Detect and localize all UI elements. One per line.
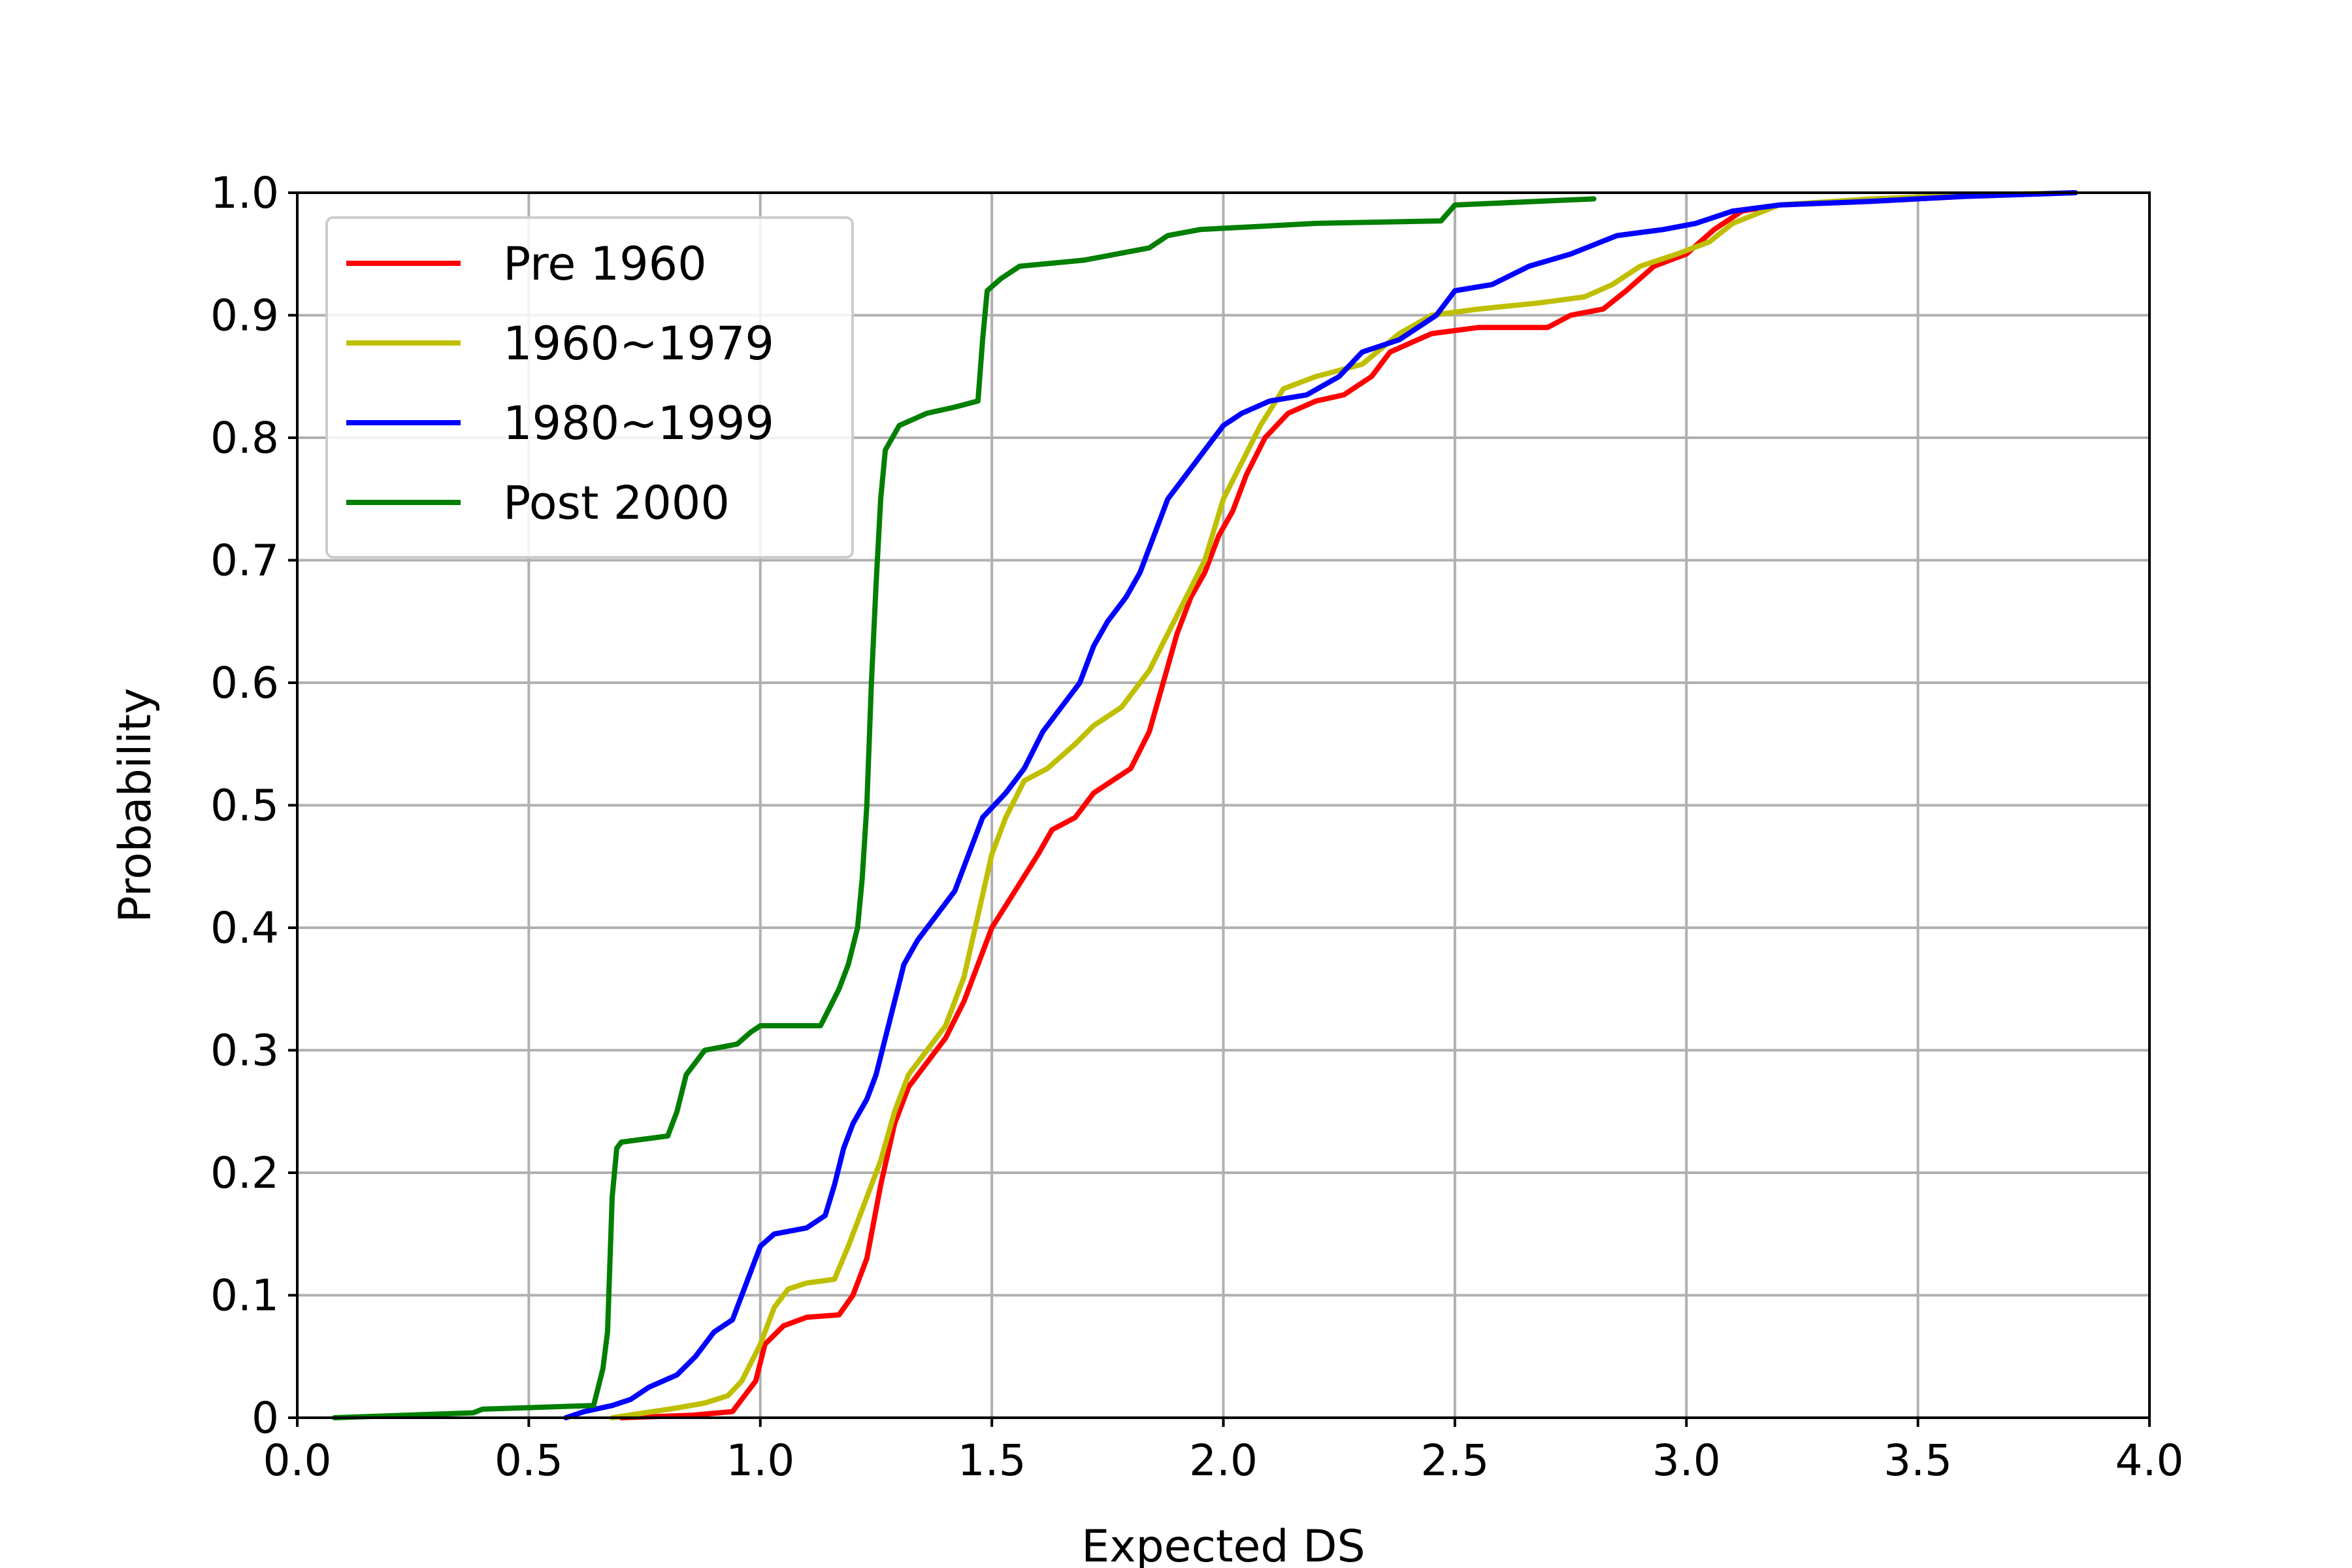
- series-line-1: [619, 190, 2078, 1420]
- x-tick-label: 4.0: [2115, 1435, 2184, 1486]
- legend-label: Pre 1960: [503, 237, 707, 291]
- x-tick-label: 2.5: [1420, 1435, 1489, 1486]
- x-tick-label: 0.5: [495, 1435, 563, 1486]
- legend-label: Post 2000: [503, 476, 730, 530]
- y-axis-title: Probability: [110, 688, 161, 923]
- x-tick-label: 3.0: [1652, 1435, 1721, 1486]
- axis-ticks: 0.0 0.5 1.0 1.5 2.0 2.5 3.0 3.5 4.0 0 0.1 0.2 0.3 0.4…: [210, 168, 2183, 1486]
- y-tick-label: 0.3: [210, 1026, 279, 1076]
- x-tick-label: 1.0: [726, 1435, 794, 1486]
- y-tick-label: 0.8: [210, 413, 279, 463]
- x-tick-label: 2.0: [1189, 1435, 1258, 1486]
- series-line-4: [331, 196, 1597, 1420]
- legend-label: 1960~1979: [503, 317, 774, 370]
- y-tick-label: 0.9: [210, 291, 279, 341]
- y-tick-label: 0.5: [210, 781, 279, 831]
- y-tick-label: 0.4: [210, 903, 279, 953]
- y-tick-label: 0.6: [210, 658, 279, 708]
- series-line-3: [563, 190, 2078, 1420]
- legend-box: [325, 216, 854, 559]
- y-tick-label: 0.1: [210, 1271, 279, 1321]
- y-tick-label: 0: [252, 1393, 279, 1443]
- y-tick-label: 0.2: [210, 1148, 279, 1198]
- legend-label: 1980~1999: [503, 397, 774, 450]
- x-axis-title: Expected DS: [1081, 1521, 1365, 1568]
- x-tick-label: 1.5: [958, 1435, 1026, 1486]
- y-tick-label: 0.7: [210, 536, 279, 586]
- x-tick-label: 0.0: [263, 1435, 332, 1486]
- series-line-2: [610, 190, 2078, 1420]
- y-tick-label: 1.0: [210, 168, 279, 218]
- x-tick-label: 3.5: [1884, 1435, 1952, 1486]
- series-lines: [331, 190, 2078, 1420]
- legend: Pre 1960 1960~1979 1980~1999 Post 2000: [325, 216, 854, 559]
